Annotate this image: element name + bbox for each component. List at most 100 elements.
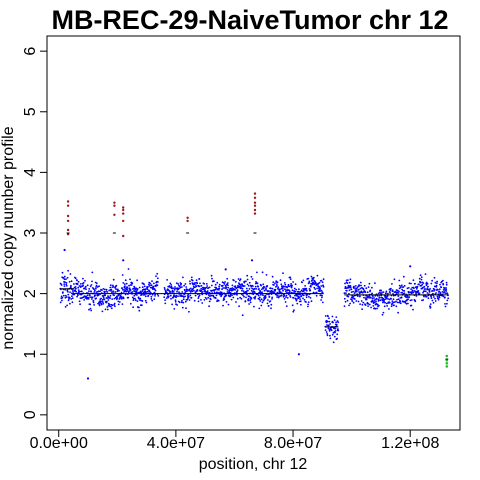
normal-point: [184, 295, 187, 298]
normal-point: [327, 315, 329, 318]
normal-point: [82, 281, 85, 284]
normal-point: [266, 302, 269, 305]
normal-point: [320, 299, 322, 301]
normal-point: [388, 308, 390, 310]
normal-point: [65, 283, 68, 286]
normal-point: [254, 295, 257, 298]
normal-point: [274, 288, 277, 291]
normal-point: [239, 296, 242, 299]
normal-point: [433, 288, 436, 291]
normal-point: [226, 282, 229, 284]
normal-point: [299, 300, 302, 303]
normal-point: [343, 305, 346, 307]
normal-point: [190, 296, 193, 299]
normal-point: [411, 289, 414, 292]
normal-point: [136, 288, 139, 290]
normal-point: [132, 299, 135, 302]
normal-point: [279, 279, 282, 282]
normal-point: [383, 300, 385, 303]
normal-point: [74, 277, 77, 280]
normal-point: [277, 296, 280, 299]
normal-point: [382, 311, 385, 314]
y-tick-label: 2: [22, 289, 39, 298]
normal-point: [371, 286, 373, 289]
normal-point: [347, 279, 349, 281]
normal-point: [428, 291, 431, 293]
y-tick-label: 0: [22, 410, 39, 419]
normal-point: [74, 289, 77, 292]
normal-point: [381, 313, 384, 316]
normal-point: [372, 305, 375, 307]
normal-point: [424, 290, 427, 293]
normal-point: [354, 287, 356, 289]
normal-point: [101, 298, 104, 301]
normal-point: [194, 294, 197, 297]
normal-outlier-point: [86, 377, 90, 380]
normal-point: [75, 287, 77, 290]
normal-point: [241, 283, 244, 286]
normal-outlier-point: [63, 248, 66, 252]
normal-point: [198, 294, 201, 297]
normal-point: [244, 300, 247, 302]
normal-point: [282, 272, 284, 275]
normal-point: [156, 272, 159, 275]
normal-point: [388, 298, 391, 301]
normal-point: [445, 288, 448, 291]
normal-point: [126, 288, 129, 291]
normal-point: [115, 284, 118, 287]
normal-point: [95, 282, 98, 285]
normal-point: [226, 277, 229, 280]
normal-point: [79, 283, 82, 285]
normal-point: [241, 289, 243, 292]
normal-point: [157, 281, 159, 283]
normal-point: [319, 290, 321, 293]
gain-point: [66, 228, 70, 232]
normal-point: [76, 295, 78, 298]
normal-point: [188, 288, 191, 291]
normal-point: [76, 283, 79, 286]
normal-point: [112, 278, 115, 281]
normal-point: [286, 286, 289, 289]
normal-point: [125, 290, 128, 293]
normal-point: [98, 303, 101, 305]
normal-point: [442, 283, 445, 286]
normal-point: [246, 283, 249, 286]
normal-point: [243, 285, 246, 287]
normal-point: [398, 290, 400, 293]
gain-point: [253, 204, 257, 207]
normal-point: [318, 281, 321, 284]
normal-point: [227, 303, 230, 306]
normal-point: [195, 279, 198, 282]
normal-point: [89, 303, 92, 306]
normal-point: [333, 327, 335, 329]
normal-point: [91, 296, 94, 299]
normal-point: [231, 294, 234, 297]
normal-point: [172, 287, 175, 290]
normal-point: [243, 295, 245, 298]
gain-point: [122, 212, 125, 215]
normal-point: [247, 284, 250, 287]
normal-point: [309, 297, 312, 299]
normal-point: [127, 296, 130, 299]
normal-point: [421, 283, 424, 286]
normal-point: [230, 298, 233, 301]
y-axis-label: normalized copy number profile: [0, 126, 17, 349]
normal-point: [359, 303, 361, 305]
normal-point: [78, 285, 81, 287]
normal-point: [109, 284, 112, 287]
y-axis: 0 1 2 3 4 5 6: [22, 47, 48, 419]
segment-lines: [60, 232, 449, 360]
normal-point: [327, 324, 330, 327]
normal-point: [334, 330, 337, 332]
normal-point: [157, 295, 160, 297]
normal-point: [259, 300, 262, 302]
normal-point: [141, 286, 144, 289]
normal-point: [432, 301, 435, 304]
normal-point: [279, 288, 281, 291]
normal-point: [144, 295, 147, 298]
normal-point: [310, 285, 312, 288]
normal-point: [225, 286, 228, 289]
normal-point: [189, 294, 192, 297]
normal-point: [142, 291, 145, 294]
normal-point: [335, 323, 338, 326]
